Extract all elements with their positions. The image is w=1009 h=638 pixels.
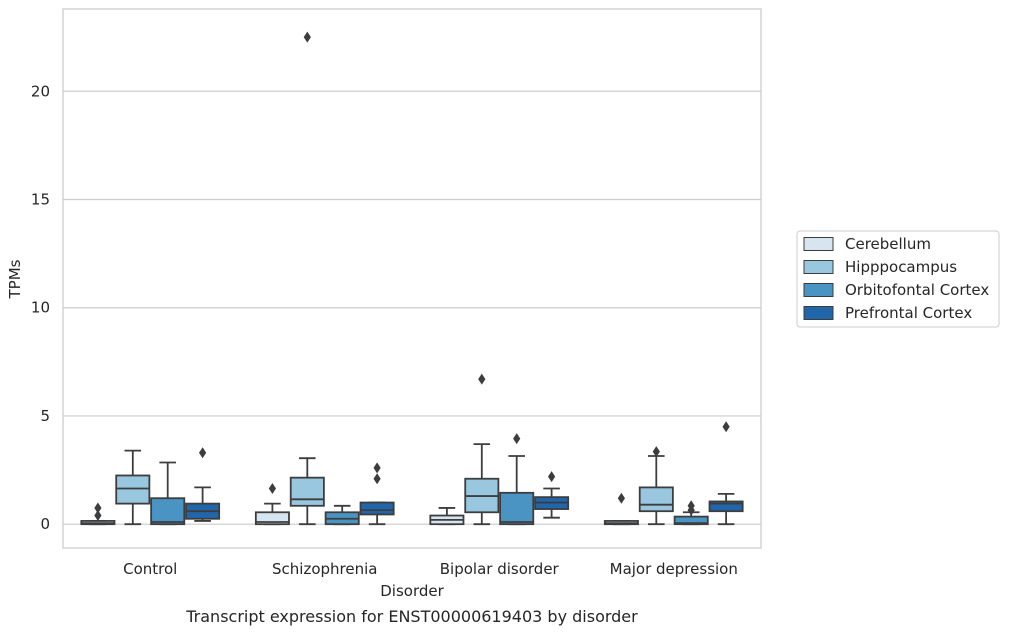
outlier-point — [548, 471, 556, 483]
x-tick-label: Major depression — [610, 560, 738, 578]
outlier-point — [373, 473, 381, 485]
box-body — [150, 497, 186, 526]
legend-items: Cerebellum Hipppocampus Orbitofontal Corte… — [803, 235, 989, 322]
y-tick-labels: 0 5 10 15 20 — [31, 82, 50, 533]
box-body — [499, 491, 535, 526]
box-body — [115, 474, 151, 505]
box-group — [499, 433, 535, 526]
box-body — [708, 500, 744, 513]
legend-label: Orbitofontal Cortex — [845, 281, 989, 299]
series-prefrontal-cortex — [185, 421, 744, 526]
legend-label: Prefrontal Cortex — [845, 304, 972, 322]
box-group — [150, 461, 186, 526]
box-group — [80, 502, 116, 526]
box-group — [429, 507, 465, 526]
x-tick-label: Control — [123, 560, 177, 578]
grid-lines — [63, 90, 761, 525]
outlier-point — [722, 421, 730, 433]
legend-swatch — [803, 260, 834, 274]
series-orbitofontal-cortex — [150, 433, 709, 526]
outlier-point — [303, 31, 311, 43]
y-tick-label: 0 — [40, 515, 50, 533]
outlier-point — [373, 462, 381, 474]
box-group — [254, 482, 290, 526]
legend-label: Hipppocampus — [845, 258, 957, 276]
box-group — [638, 446, 674, 526]
legend-frame — [796, 230, 1000, 328]
x-axis-label: Disorder — [380, 582, 444, 600]
outlier-point — [199, 447, 207, 459]
outlier-point — [513, 433, 521, 445]
box-body — [638, 486, 674, 513]
box-group — [673, 500, 709, 526]
y-tick-label: 15 — [31, 190, 50, 208]
box-group — [185, 447, 221, 522]
legend-label: Cerebellum — [845, 235, 931, 253]
box-body — [254, 511, 290, 526]
y-axis-label: TPMs — [6, 259, 24, 299]
box-group — [359, 462, 395, 526]
box-group — [289, 31, 325, 526]
x-tick-label: Schizophrenia — [272, 560, 377, 578]
y-tick-label: 5 — [40, 407, 50, 425]
x-tick-label: Bipolar disorder — [440, 560, 560, 578]
box-plot-marks — [80, 31, 744, 526]
outlier-point — [687, 500, 695, 512]
box-body — [673, 515, 709, 526]
box-body — [359, 501, 395, 516]
outlier-point — [94, 502, 102, 514]
outlier-point — [652, 446, 660, 458]
series-cerebellum — [80, 482, 639, 526]
box-group — [708, 421, 744, 526]
x-tick-labels: Control Schizophrenia Bipolar disorder Majo… — [123, 560, 738, 578]
legend-swatch — [803, 237, 834, 251]
box-group — [603, 492, 639, 526]
plot-frame — [62, 8, 762, 549]
outlier-point — [94, 510, 102, 522]
legend-swatch — [803, 283, 834, 297]
box-group — [464, 373, 500, 526]
box-group — [115, 449, 151, 526]
series-hipppocampus — [115, 31, 674, 526]
legend-swatch — [803, 306, 834, 320]
chart-caption: Transcript expression for ENST0000061940… — [185, 607, 638, 626]
outlier-point — [478, 373, 486, 385]
box-group — [324, 504, 360, 526]
legend: Cerebellum Hipppocampus Orbitofontal Corte… — [796, 230, 1000, 328]
box-group — [534, 471, 570, 519]
outlier-point — [617, 492, 625, 504]
y-tick-label: 20 — [31, 82, 50, 100]
box-body — [289, 476, 325, 507]
outlier-point — [268, 482, 276, 494]
y-tick-label: 10 — [31, 299, 50, 317]
